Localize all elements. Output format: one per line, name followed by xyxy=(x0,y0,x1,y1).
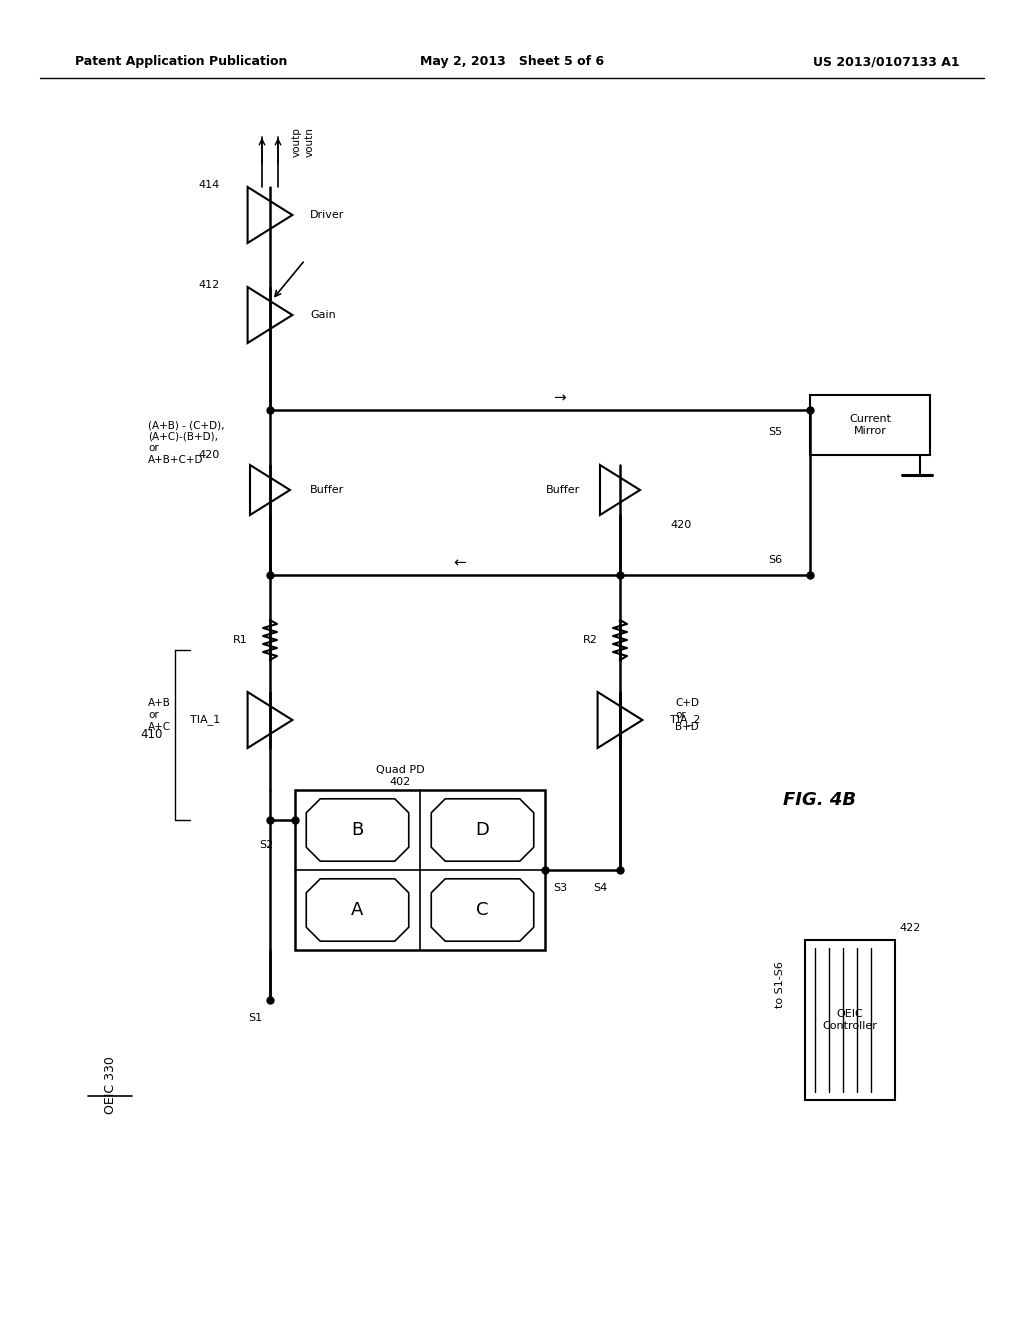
Text: to S1-S6: to S1-S6 xyxy=(775,961,785,1008)
Text: S5: S5 xyxy=(768,426,782,437)
Text: S6: S6 xyxy=(768,554,782,565)
Text: 420: 420 xyxy=(670,520,691,531)
Text: 412: 412 xyxy=(199,280,220,290)
Bar xyxy=(295,789,545,950)
Text: 402: 402 xyxy=(389,777,411,787)
Text: Buffer: Buffer xyxy=(310,484,344,495)
Text: 414: 414 xyxy=(199,180,220,190)
Text: Gain: Gain xyxy=(310,310,336,319)
Text: R2: R2 xyxy=(583,635,598,645)
Text: US 2013/0107133 A1: US 2013/0107133 A1 xyxy=(813,55,961,69)
Text: TIA_2: TIA_2 xyxy=(670,714,700,726)
Text: 410: 410 xyxy=(140,729,163,742)
Text: Quad PD: Quad PD xyxy=(376,766,424,775)
Text: B: B xyxy=(351,821,364,840)
Text: →: → xyxy=(554,391,566,405)
Text: A: A xyxy=(351,902,364,919)
Text: 422: 422 xyxy=(899,923,921,933)
Text: 420: 420 xyxy=(199,450,220,459)
Text: C: C xyxy=(476,902,488,919)
Text: Patent Application Publication: Patent Application Publication xyxy=(75,55,288,69)
Text: FIG. 4B: FIG. 4B xyxy=(783,791,856,809)
Text: S3: S3 xyxy=(553,883,567,894)
Text: voutp: voutp xyxy=(292,127,302,157)
Text: voutn: voutn xyxy=(305,127,315,157)
Text: OEIC
Controller: OEIC Controller xyxy=(822,1010,878,1031)
Text: OEIC 330: OEIC 330 xyxy=(103,1056,117,1114)
Text: S4: S4 xyxy=(594,883,608,894)
Text: Buffer: Buffer xyxy=(546,484,580,495)
Text: S2: S2 xyxy=(259,840,273,850)
Text: TIA_1: TIA_1 xyxy=(189,714,220,726)
Bar xyxy=(805,940,895,1100)
Text: S1: S1 xyxy=(248,1012,262,1023)
Bar xyxy=(810,395,930,455)
Text: R1: R1 xyxy=(233,635,248,645)
Text: (A+B) - (C+D),
(A+C)-(B+D),
or
A+B+C+D: (A+B) - (C+D), (A+C)-(B+D), or A+B+C+D xyxy=(148,420,224,465)
Text: A+B
or
A+C: A+B or A+C xyxy=(148,698,171,731)
Text: Driver: Driver xyxy=(310,210,344,220)
Text: ←: ← xyxy=(454,556,466,570)
Text: D: D xyxy=(475,821,489,840)
Text: C+D
or
B+D: C+D or B+D xyxy=(675,698,699,731)
Text: May 2, 2013   Sheet 5 of 6: May 2, 2013 Sheet 5 of 6 xyxy=(420,55,604,69)
Text: Current
Mirror: Current Mirror xyxy=(849,414,891,436)
